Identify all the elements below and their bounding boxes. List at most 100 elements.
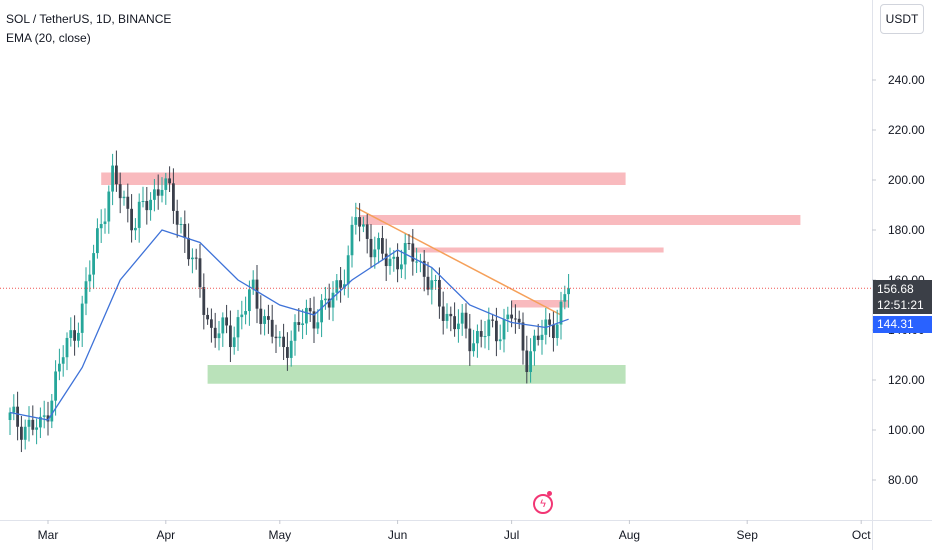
last-price-value: 156.68 bbox=[877, 282, 914, 296]
candle-body bbox=[122, 196, 126, 199]
candle-body bbox=[202, 287, 206, 315]
candle-body bbox=[514, 318, 517, 320]
x-tick-label: May bbox=[268, 528, 291, 542]
candle-body bbox=[495, 320, 498, 342]
candle-body bbox=[457, 323, 460, 330]
candle-body bbox=[141, 200, 145, 202]
candle-body bbox=[365, 224, 369, 239]
candle-body bbox=[460, 312, 464, 324]
candle-body bbox=[521, 322, 525, 351]
candle-body bbox=[42, 415, 46, 417]
candle-body bbox=[103, 221, 107, 225]
candle-body bbox=[324, 298, 327, 301]
candle-body bbox=[316, 322, 320, 329]
ema-price-tag: 144.31 bbox=[873, 316, 932, 333]
candle-body bbox=[225, 317, 228, 326]
y-tick-label: 240.00 bbox=[888, 73, 925, 87]
candle-body bbox=[445, 313, 449, 321]
notification-dot-icon bbox=[547, 491, 552, 496]
candle-body bbox=[479, 331, 483, 337]
candle-body bbox=[61, 357, 65, 364]
candle-body bbox=[137, 201, 141, 228]
candle-body bbox=[502, 319, 506, 340]
candle-body bbox=[134, 227, 137, 231]
candle-body bbox=[327, 298, 331, 308]
y-tick-label: 80.00 bbox=[888, 473, 918, 487]
candle-body bbox=[213, 327, 217, 339]
candle-body bbox=[312, 311, 316, 329]
ema-legend[interactable]: EMA (20, close) bbox=[6, 31, 91, 45]
candle-body bbox=[153, 189, 156, 200]
currency-button[interactable]: USDT bbox=[880, 4, 924, 34]
candle-body bbox=[255, 279, 259, 309]
candle-body bbox=[563, 294, 567, 302]
candle-body bbox=[449, 313, 453, 317]
y-tick-label: 100.00 bbox=[888, 423, 925, 437]
candle-body bbox=[339, 280, 342, 288]
candle-body bbox=[346, 255, 350, 285]
candle-body bbox=[430, 280, 434, 290]
candle-body bbox=[77, 332, 80, 341]
candle-body bbox=[221, 317, 225, 334]
x-tick-label: Mar bbox=[38, 528, 59, 542]
candle-body bbox=[278, 336, 282, 339]
symbol-legend[interactable]: SOL / TetherUS, 1D, BINANCE bbox=[6, 12, 172, 26]
candle-body bbox=[476, 331, 479, 344]
candle-body bbox=[73, 330, 76, 341]
candle-body bbox=[16, 406, 19, 427]
candle-body bbox=[31, 419, 35, 430]
candle-body bbox=[35, 427, 38, 430]
candle-body bbox=[194, 257, 198, 259]
candle-body bbox=[259, 308, 263, 324]
candle-body bbox=[8, 412, 12, 420]
candle-body bbox=[232, 337, 236, 348]
candle-body bbox=[293, 322, 297, 341]
candle-body bbox=[145, 200, 149, 211]
candle-body bbox=[107, 191, 111, 222]
candle-body bbox=[115, 165, 118, 185]
candle-body bbox=[274, 336, 278, 339]
candle-body bbox=[426, 276, 430, 290]
candle-body bbox=[50, 400, 54, 422]
candle-body bbox=[396, 256, 399, 270]
candle-body bbox=[92, 253, 95, 275]
candle-body bbox=[381, 238, 384, 254]
candle-body bbox=[354, 217, 358, 225]
candle-body bbox=[289, 340, 293, 358]
candle-body bbox=[23, 426, 27, 440]
candle-body bbox=[58, 363, 61, 372]
candle-body bbox=[126, 196, 130, 209]
lightning-icon: ϟ bbox=[533, 494, 553, 514]
candle-body bbox=[160, 189, 164, 196]
candle-body bbox=[27, 419, 31, 427]
candle-body bbox=[308, 307, 312, 312]
candle-body bbox=[377, 238, 380, 250]
candle-body bbox=[525, 350, 529, 373]
candle-body bbox=[559, 301, 563, 325]
y-tick-label: 120.00 bbox=[888, 373, 925, 387]
x-tick-label: Jun bbox=[388, 528, 407, 542]
candle-body bbox=[229, 325, 232, 348]
candle-body bbox=[468, 328, 472, 352]
candle-body bbox=[335, 280, 339, 293]
candle-body bbox=[172, 183, 175, 211]
candle-body bbox=[415, 261, 418, 263]
candle-body bbox=[54, 371, 57, 401]
candle-body bbox=[286, 347, 289, 358]
candle-body bbox=[388, 258, 392, 267]
candle-body bbox=[206, 314, 209, 320]
candle-body bbox=[491, 319, 494, 321]
candle-body bbox=[438, 279, 441, 307]
resistance-zone bbox=[101, 172, 626, 185]
candle-body bbox=[111, 165, 114, 192]
candle-body bbox=[156, 189, 160, 196]
candle-body bbox=[301, 323, 304, 325]
candle-body bbox=[540, 334, 544, 340]
candle-body bbox=[548, 319, 551, 325]
candle-body bbox=[267, 316, 270, 320]
candle-body bbox=[65, 337, 69, 358]
candle-body bbox=[392, 256, 396, 259]
candle-body bbox=[362, 224, 365, 227]
